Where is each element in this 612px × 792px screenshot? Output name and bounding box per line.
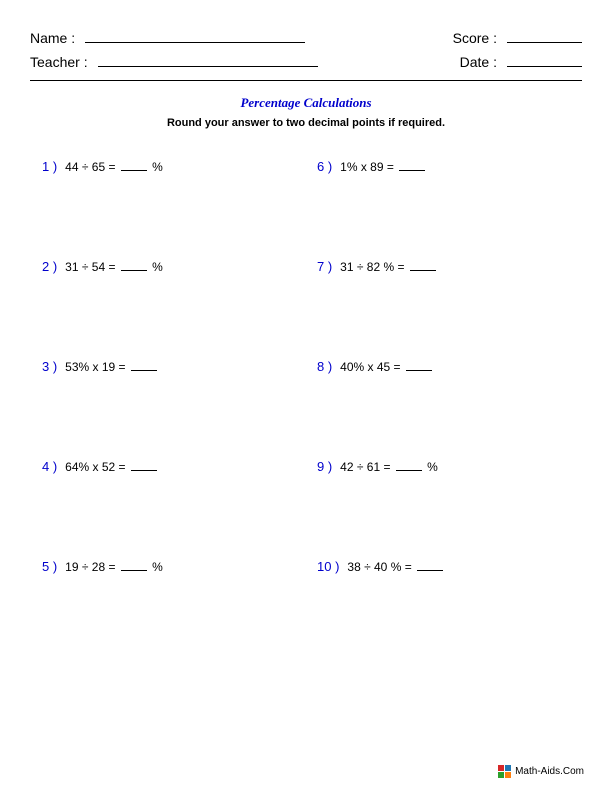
footer: Math-Aids.Com bbox=[498, 765, 584, 778]
problem-text: 42 ÷ 61 = % bbox=[340, 460, 438, 474]
problem-after: % bbox=[149, 160, 163, 174]
problem-before: 19 ÷ 28 = bbox=[65, 560, 119, 574]
answer-blank bbox=[131, 470, 157, 471]
problem-before: 31 ÷ 82 % = bbox=[340, 260, 408, 274]
problem-text: 38 ÷ 40 % = bbox=[347, 560, 445, 574]
footer-text: Math-Aids.Com bbox=[515, 766, 584, 777]
problem-number: 10 ) bbox=[317, 559, 339, 574]
problem-before: 53% x 19 = bbox=[65, 360, 129, 374]
answer-blank bbox=[399, 170, 425, 171]
teacher-blank bbox=[98, 66, 318, 67]
problems-grid: 1 ) 44 ÷ 65 = % 6 ) 1% x 89 = 2 ) 31 ÷ 5… bbox=[30, 159, 582, 574]
name-label: Name : bbox=[30, 30, 75, 46]
problem-number: 2 ) bbox=[42, 259, 57, 274]
problem-before: 42 ÷ 61 = bbox=[340, 460, 394, 474]
header-divider bbox=[30, 80, 582, 81]
problem-number: 1 ) bbox=[42, 159, 57, 174]
problem-text: 31 ÷ 82 % = bbox=[340, 260, 438, 274]
name-blank bbox=[85, 42, 305, 43]
problem-text: 64% x 52 = bbox=[65, 460, 159, 474]
problem-number: 3 ) bbox=[42, 359, 57, 374]
score-label: Score : bbox=[453, 30, 497, 46]
problem-before: 38 ÷ 40 % = bbox=[347, 560, 415, 574]
problem-before: 64% x 52 = bbox=[65, 460, 129, 474]
problem-item: 2 ) 31 ÷ 54 = % bbox=[42, 259, 307, 274]
answer-blank bbox=[410, 270, 436, 271]
problem-item: 1 ) 44 ÷ 65 = % bbox=[42, 159, 307, 174]
answer-blank bbox=[406, 370, 432, 371]
problem-after: % bbox=[149, 260, 163, 274]
problem-item: 4 ) 64% x 52 = bbox=[42, 459, 307, 474]
problem-text: 1% x 89 = bbox=[340, 160, 427, 174]
answer-blank bbox=[121, 170, 147, 171]
problem-text: 53% x 19 = bbox=[65, 360, 159, 374]
score-blank bbox=[507, 42, 582, 43]
logo-icon bbox=[498, 765, 511, 778]
problem-item: 10 ) 38 ÷ 40 % = bbox=[317, 559, 582, 574]
problem-before: 44 ÷ 65 = bbox=[65, 160, 119, 174]
problem-item: 3 ) 53% x 19 = bbox=[42, 359, 307, 374]
problem-before: 1% x 89 = bbox=[340, 160, 397, 174]
problem-number: 6 ) bbox=[317, 159, 332, 174]
problem-item: 6 ) 1% x 89 = bbox=[317, 159, 582, 174]
problem-before: 40% x 45 = bbox=[340, 360, 404, 374]
problem-before: 31 ÷ 54 = bbox=[65, 260, 119, 274]
problem-item: 9 ) 42 ÷ 61 = % bbox=[317, 459, 582, 474]
problem-number: 5 ) bbox=[42, 559, 57, 574]
worksheet-title: Percentage Calculations bbox=[30, 95, 582, 111]
problem-after: % bbox=[149, 560, 163, 574]
problem-after: % bbox=[424, 460, 438, 474]
answer-blank bbox=[396, 470, 422, 471]
answer-blank bbox=[131, 370, 157, 371]
problem-number: 8 ) bbox=[317, 359, 332, 374]
worksheet-subtitle: Round your answer to two decimal points … bbox=[30, 117, 582, 129]
problem-item: 7 ) 31 ÷ 82 % = bbox=[317, 259, 582, 274]
date-blank bbox=[507, 66, 582, 67]
problem-text: 31 ÷ 54 = % bbox=[65, 260, 163, 274]
answer-blank bbox=[417, 570, 443, 571]
answer-blank bbox=[121, 270, 147, 271]
problem-text: 44 ÷ 65 = % bbox=[65, 160, 163, 174]
date-label: Date : bbox=[460, 54, 497, 70]
problem-number: 4 ) bbox=[42, 459, 57, 474]
problem-text: 19 ÷ 28 = % bbox=[65, 560, 163, 574]
teacher-label: Teacher : bbox=[30, 54, 88, 70]
problem-number: 7 ) bbox=[317, 259, 332, 274]
problem-item: 8 ) 40% x 45 = bbox=[317, 359, 582, 374]
problem-number: 9 ) bbox=[317, 459, 332, 474]
answer-blank bbox=[121, 570, 147, 571]
problem-item: 5 ) 19 ÷ 28 = % bbox=[42, 559, 307, 574]
problem-text: 40% x 45 = bbox=[340, 360, 434, 374]
